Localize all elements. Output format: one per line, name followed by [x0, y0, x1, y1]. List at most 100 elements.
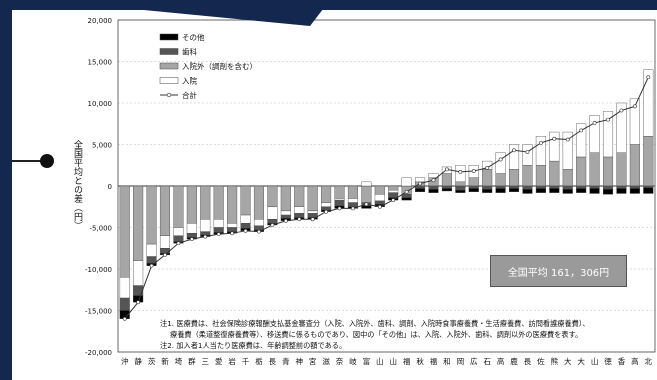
bar-segment: [401, 177, 412, 187]
bar-segment: [401, 194, 412, 198]
bar-segment: [535, 135, 546, 166]
bar-segment: [334, 185, 345, 199]
bar-segment: [602, 189, 614, 195]
x-tick-label: 香: [618, 356, 626, 366]
bar-segment: [509, 188, 520, 193]
bar-segment: [643, 187, 654, 194]
x-tick-label: 山: [389, 356, 397, 366]
bar-segment: [307, 185, 318, 212]
bar-segment: [119, 277, 130, 299]
annotation-dot: [40, 154, 54, 168]
note-line-3: 注2. 加入者1人当たり医療費は、年齢調整前の額である。: [160, 341, 347, 350]
bar-segment: [347, 185, 358, 199]
bar-segment: [428, 185, 439, 190]
bar-segment: [200, 231, 211, 236]
bar-segment: [334, 198, 345, 201]
x-tick-label: 秋: [416, 356, 424, 366]
x-tick-label: 三: [202, 357, 210, 366]
y-tick-label: -5,000: [89, 225, 112, 233]
bar-segment: [602, 111, 614, 158]
bar-segment: [173, 227, 184, 237]
bar-segment: [253, 225, 264, 231]
bar-segment: [361, 181, 372, 187]
bar-segment: [186, 223, 197, 234]
bar-segment: [294, 206, 305, 214]
y-tick-label: 0: [108, 183, 112, 191]
x-tick-label: 埼: [175, 356, 183, 366]
bar-segment: [133, 260, 144, 286]
legend-label: 歯科: [182, 47, 197, 57]
x-tick-label: 奈: [336, 356, 344, 366]
bar-segment: [455, 189, 466, 193]
bar-segment: [643, 185, 654, 188]
total-point: [606, 117, 610, 122]
y-tick-label: -20,000: [85, 349, 112, 357]
total-point: [189, 237, 194, 242]
x-tick-label: 栃: [255, 356, 263, 366]
total-point: [351, 206, 355, 211]
bar-segment: [267, 185, 278, 207]
bar-segment: [562, 189, 573, 194]
bar-segment: [562, 169, 573, 187]
legend-label: 入院外（調剤を含む）: [182, 61, 257, 71]
x-tick-label: 愛: [215, 356, 223, 366]
bar-segment: [441, 185, 452, 189]
bar-segment: [321, 185, 332, 203]
bar-segment: [495, 185, 506, 189]
x-tick-label: 山: [591, 356, 599, 366]
total-point: [565, 137, 570, 142]
x-tick-label: 熊: [551, 356, 559, 366]
bar-segment: [347, 198, 358, 203]
bar-segment: [119, 185, 130, 278]
bar-segment: [616, 185, 627, 189]
note-line-1: 注1. 医療費は、社会保険診療報酬支払基金審査分（入院、入院外、歯科、調剤、入院…: [160, 319, 590, 328]
total-point: [525, 150, 530, 154]
note-line-2: 療養費（柔道整復療養費等）、移送費に係るものであり、図中の「その他」は、入院、入…: [170, 330, 583, 339]
x-tick-label: 岡: [457, 357, 465, 366]
bar-segment: [213, 227, 224, 233]
total-point: [297, 217, 302, 222]
bar-segment: [629, 98, 640, 145]
bar-segment: [629, 188, 640, 194]
bar-segment: [280, 185, 291, 212]
y-tick-label: -15,000: [85, 308, 112, 316]
bar-segment: [549, 160, 560, 187]
total-point: [471, 169, 476, 173]
x-tick-label: 青: [282, 356, 290, 366]
bar-segment: [334, 199, 345, 207]
total-point: [418, 181, 422, 186]
total-point: [176, 241, 181, 246]
bar-segment: [240, 185, 251, 216]
bar-segment: [227, 185, 238, 224]
bar-segment: [616, 102, 627, 153]
total-point: [364, 202, 369, 207]
y-axis-label: 全国平均との差（円）: [72, 140, 82, 230]
y-tick-label: 5,000: [92, 142, 112, 150]
bar-segment: [535, 185, 546, 189]
total-point: [203, 234, 208, 239]
legend-swatch: [159, 77, 179, 84]
bar-segment: [562, 131, 573, 170]
bar-segment: [294, 185, 305, 207]
bar-segment: [522, 144, 533, 166]
bar-segment: [321, 202, 332, 207]
y-tick-label: -10,000: [85, 266, 112, 274]
average-box: 全国平均 161，306円: [490, 255, 627, 287]
frame-top-bar: [0, 0, 657, 10]
bar-segment: [415, 188, 426, 193]
bar-segment: [240, 223, 251, 229]
total-point: [216, 232, 221, 237]
bar-segment: [159, 185, 171, 236]
x-tick-label: 千: [242, 356, 250, 366]
bar-segment: [428, 173, 439, 178]
bar-segment: [374, 200, 385, 205]
bar-segment: [428, 189, 439, 193]
bar-segment: [133, 185, 144, 261]
legend-label: その他: [182, 32, 205, 42]
bar-segment: [146, 256, 157, 264]
x-tick-label: 北: [645, 357, 653, 366]
y-tick-label: 20,000: [88, 17, 113, 25]
bar-segment: [576, 185, 587, 189]
frame-left-bar: [0, 0, 12, 380]
bar-segment: [415, 177, 426, 183]
